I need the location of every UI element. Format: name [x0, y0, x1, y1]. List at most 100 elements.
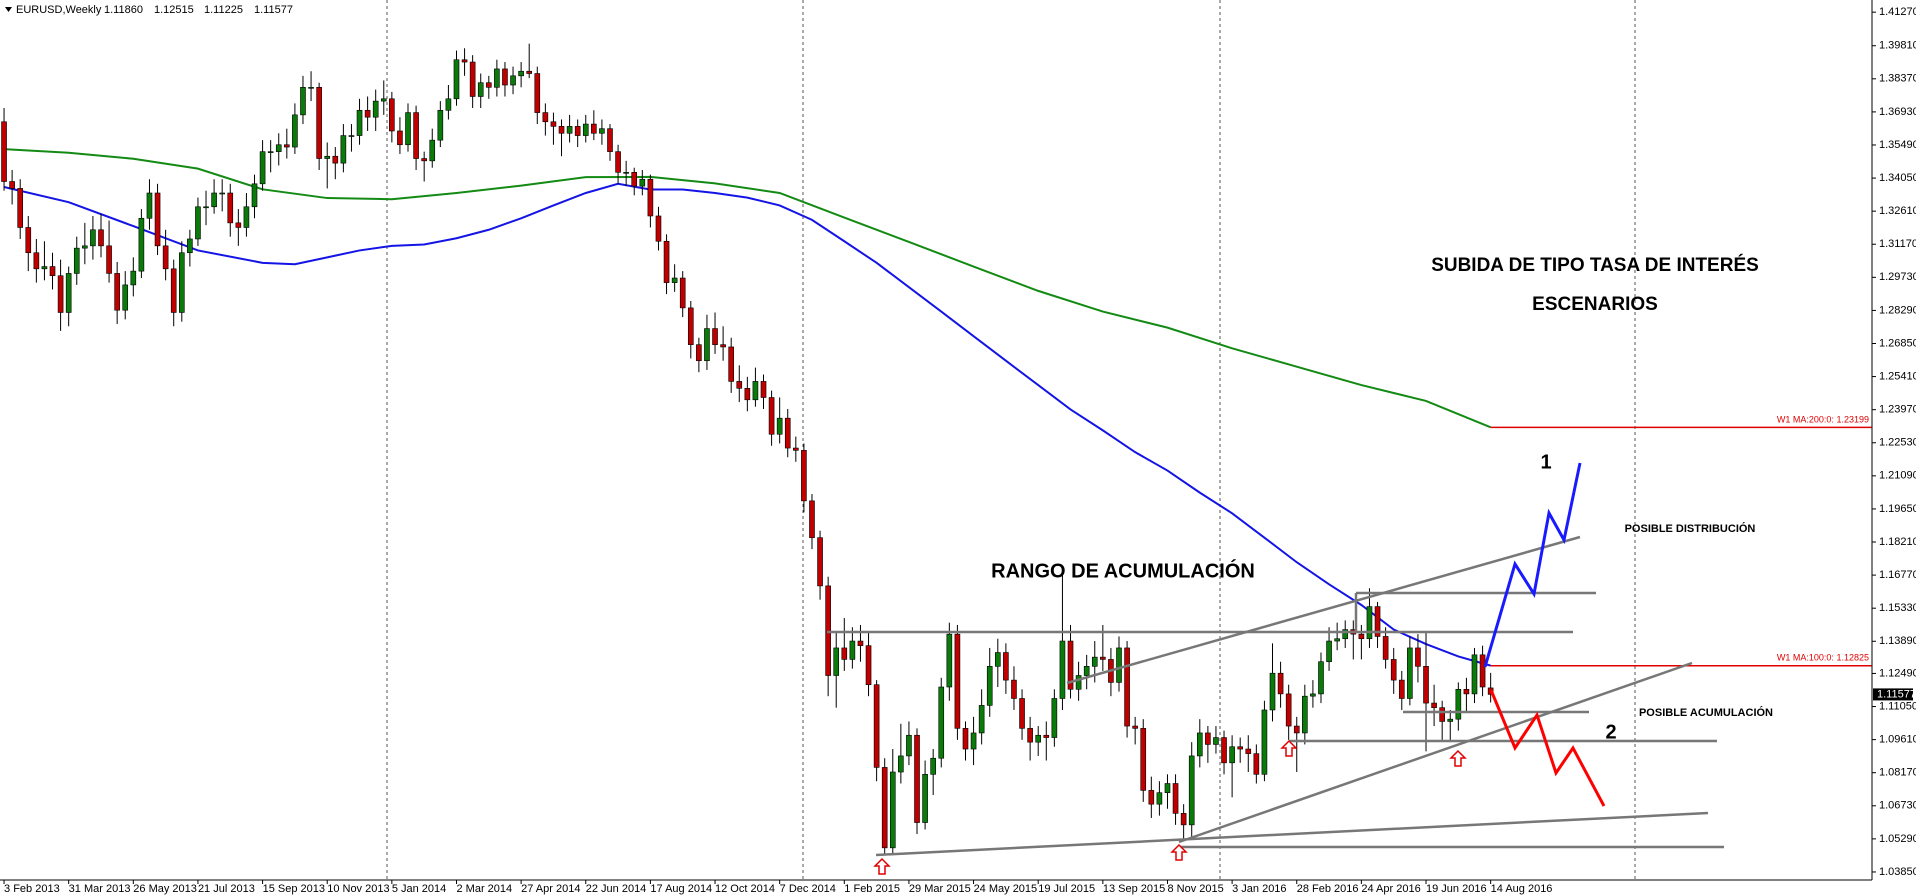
candle-body: [1116, 647, 1122, 683]
candle-body: [332, 155, 339, 164]
candle-body: [49, 266, 56, 277]
candle-body: [1277, 672, 1284, 695]
candle-body: [259, 151, 266, 185]
candle-body: [954, 633, 961, 729]
x-tick-label: 29 Mar 2015: [909, 883, 971, 895]
candle-body: [1447, 718, 1454, 722]
candle-body: [17, 188, 24, 228]
candle-body: [881, 767, 888, 849]
candle-body: [1407, 647, 1413, 699]
x-tick-label: 1 Feb 2015: [844, 883, 900, 895]
candle-body: [1, 121, 7, 182]
candle-body: [1463, 688, 1470, 695]
candle-body: [178, 252, 185, 313]
candle-body: [1156, 792, 1163, 805]
candle-body: [712, 328, 718, 345]
ma-level-label: W1 MA:200:0: 1.23199: [1777, 415, 1869, 425]
candle-body: [284, 144, 290, 148]
candle-body: [405, 112, 411, 146]
candle-body: [469, 61, 476, 97]
candle-body: [114, 273, 120, 311]
candle-body: [1342, 629, 1349, 640]
candle-body: [73, 247, 80, 274]
candle-body: [1011, 679, 1017, 699]
candle-body: [591, 123, 597, 134]
x-tick-label: 15 Sep 2013: [263, 883, 325, 895]
candle-body: [1019, 698, 1025, 729]
candle-body: [477, 82, 484, 97]
candle-body: [833, 647, 840, 676]
candle-body: [1180, 813, 1187, 826]
x-tick-label: 5 Jan 2014: [392, 883, 446, 895]
axes: 1.41270 1.39810 1.38370 1.36930 1.35490 1.340…: [3, 6, 1916, 895]
candle-body: [203, 206, 209, 209]
x-tick-label: 19 Jun 2016: [1426, 883, 1487, 895]
candle-body: [1003, 652, 1009, 681]
y-tick-label: 1.32610: [1879, 205, 1916, 217]
channel-line: [1178, 661, 1693, 844]
candle-body: [696, 344, 702, 362]
y-tick-label: 1.39810: [1879, 40, 1916, 52]
x-tick-label: 2 Mar 2014: [456, 883, 512, 895]
candle-body: [1027, 728, 1033, 743]
candle-body: [195, 206, 201, 240]
candle-body: [526, 70, 533, 74]
annotation: SUBIDA DE TIPO TASA DE INTERÉS: [1431, 254, 1759, 276]
x-tick-label: 17 Aug 2014: [650, 883, 712, 895]
y-tick-label: 1.19650: [1879, 503, 1916, 515]
candle-body: [1479, 654, 1486, 688]
candle-body: [720, 344, 726, 348]
x-tick-label: 27 Apr 2014: [521, 883, 580, 895]
candle-body: [744, 388, 751, 401]
candle-body: [138, 217, 145, 272]
x-tick-label: 22 Jun 2014: [586, 883, 647, 895]
candle-body: [1318, 661, 1324, 695]
candle-body: [518, 70, 524, 77]
x-tick-label: 8 Nov 2015: [1167, 883, 1223, 895]
candle-body: [1196, 732, 1203, 757]
candle-body: [946, 633, 953, 688]
candle-body: [219, 192, 225, 195]
candle-body: [607, 128, 613, 152]
candle-body: [1140, 728, 1147, 791]
candle-body: [558, 126, 565, 134]
scenario-down: [1489, 689, 1606, 807]
candle-body: [397, 130, 403, 146]
candle-body: [461, 59, 468, 63]
candle-body: [146, 192, 153, 219]
scenario-up: [1483, 462, 1582, 668]
candle-body: [9, 181, 15, 189]
candle-body: [316, 87, 322, 159]
candle-body: [1035, 734, 1042, 743]
candle-body: [687, 307, 694, 345]
candle-body: [187, 238, 193, 254]
annotation: POSIBLE ACUMULACIÓN: [1639, 706, 1773, 719]
candle-body: [485, 82, 492, 88]
candle-body: [1423, 666, 1429, 704]
x-tick-label: 14 Aug 2016: [1491, 883, 1553, 895]
x-tick-label: 24 Apr 2016: [1361, 883, 1420, 895]
candle-body: [1229, 746, 1235, 764]
y-tick-label: 1.38370: [1879, 73, 1916, 85]
y-tick-label: 1.21090: [1879, 470, 1916, 482]
y-tick-label: 1.35490: [1879, 139, 1916, 151]
annotation: ESCENARIOS: [1532, 294, 1658, 315]
candle-body: [324, 155, 331, 159]
up-arrow: [1280, 739, 1298, 757]
candle-body: [930, 757, 936, 775]
y-tick-label: 1.29730: [1879, 271, 1916, 283]
x-tick-label: 10 Nov 2013: [327, 883, 389, 895]
candle-body: [623, 172, 629, 174]
candle-body: [566, 126, 573, 134]
y-tick-label: 1.34050: [1879, 172, 1916, 184]
candle-body: [389, 98, 395, 132]
candle-body: [639, 178, 646, 187]
x-tick-label: 13 Sep 2015: [1103, 883, 1165, 895]
candle-body: [970, 732, 977, 750]
x-tick-label: 31 Mar 2013: [69, 883, 131, 895]
candle-body: [906, 734, 912, 757]
ma-level-label: W1 MA:100:0: 1.12825: [1777, 653, 1869, 663]
candle-body: [162, 245, 169, 270]
candle-body: [243, 206, 250, 228]
candle-body: [825, 585, 831, 676]
